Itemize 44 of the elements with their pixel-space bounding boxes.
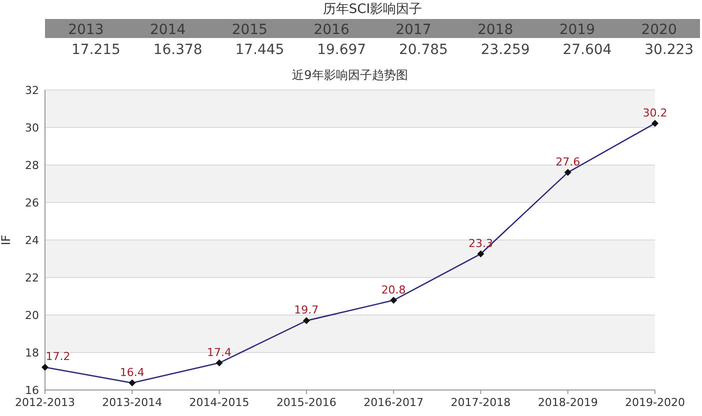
x-tick-label: 2013-2014 [102, 396, 162, 409]
y-tick-label: 26 [25, 196, 39, 210]
data-label: 19.7 [294, 304, 319, 317]
y-axis-title: IF [0, 234, 13, 246]
y-tick-label: 22 [25, 272, 39, 284]
data-label: 20.8 [381, 283, 406, 296]
data-label: 17.445 [235, 42, 284, 58]
x-tick-label: 2014 [150, 22, 186, 38]
data-label: 19.697 [317, 42, 366, 58]
y-tick-label: 32 [25, 84, 39, 97]
data-label: 30.2 [642, 106, 668, 120]
data-label: 27.604 [562, 42, 612, 58]
y-tick-label: 24 [25, 234, 39, 247]
y-tick-label: 28 [25, 159, 39, 172]
y-tick-label: 18 [25, 346, 39, 360]
x-tick-label: 2017-2018 [450, 396, 511, 409]
x-tick-label: 2016-2017 [364, 396, 424, 409]
data-label: 17.215 [71, 42, 120, 58]
chart-title: 近9年影响因子趋势图 [292, 68, 408, 82]
x-tick-label: 2012-2013 [15, 396, 75, 409]
x-tick-label: 2019 [559, 22, 596, 38]
data-label: 27.6 [556, 155, 580, 168]
x-tick-label: 2020 [641, 22, 677, 38]
x-tick-label: 2013 [68, 22, 104, 38]
data-label: 23.3 [468, 236, 493, 250]
x-tick-label: 2019-2020 [625, 396, 685, 409]
chart-title: 历年SCI影响因子 [322, 2, 422, 17]
x-tick-label: 2017 [396, 22, 432, 38]
x-tick-label: 2018-2019 [538, 396, 598, 409]
y-tick-label: 30 [25, 122, 39, 134]
data-label: 16.4 [120, 366, 144, 379]
data-label: 17.2 [46, 350, 70, 364]
data-label: 23.259 [480, 42, 530, 58]
data-label: 30.223 [644, 42, 694, 58]
data-label: 17.4 [207, 346, 232, 359]
x-tick-label: 2015-2016 [276, 396, 336, 409]
x-tick-label: 2014-2015 [189, 396, 250, 409]
data-label: 20.785 [398, 42, 448, 58]
x-tick-label: 2016 [314, 22, 350, 38]
x-tick-label: 2018 [477, 22, 514, 38]
x-tick-label: 2015 [232, 22, 268, 38]
y-tick-label: 20 [25, 309, 39, 322]
data-label: 16.378 [153, 42, 202, 58]
y-tick-label: 16 [25, 384, 39, 397]
